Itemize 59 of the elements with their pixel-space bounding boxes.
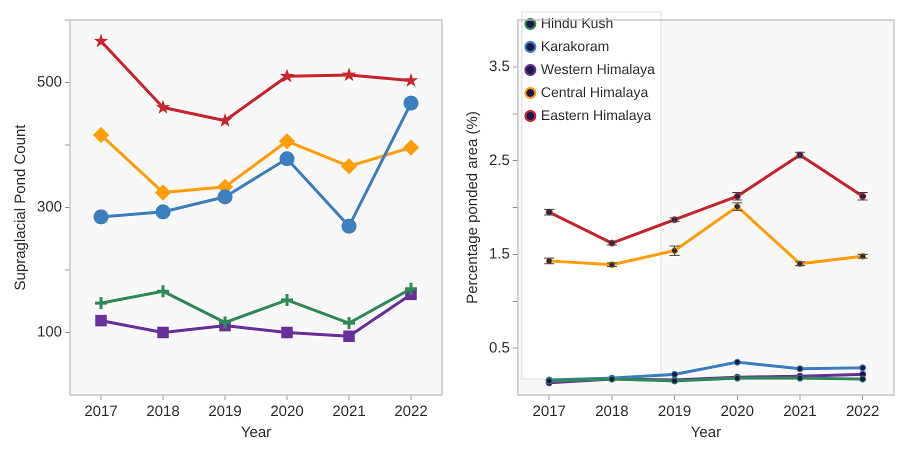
point bbox=[671, 370, 678, 378]
x-tick-label: 2017 bbox=[532, 403, 566, 420]
x-tick-label: 2019 bbox=[658, 403, 692, 420]
y-tick-label: 1.5 bbox=[488, 246, 510, 263]
point bbox=[342, 68, 356, 82]
point bbox=[95, 314, 107, 326]
point bbox=[156, 284, 171, 299]
point bbox=[156, 185, 171, 200]
x-tick-label: 2018 bbox=[595, 403, 629, 420]
legend-label: Western Himalaya bbox=[540, 60, 656, 77]
point bbox=[157, 326, 169, 338]
y-tick-label: 100 bbox=[36, 324, 62, 341]
point bbox=[404, 73, 418, 87]
point bbox=[404, 96, 418, 111]
x-axis-title: Year bbox=[690, 424, 722, 442]
x-tick-label: 2021 bbox=[783, 403, 817, 420]
point bbox=[342, 316, 357, 331]
point bbox=[280, 134, 295, 149]
point bbox=[280, 151, 295, 166]
y-tick-label: 300 bbox=[36, 198, 62, 216]
point bbox=[734, 358, 741, 366]
legend-label: Eastern Himalaya bbox=[540, 106, 652, 123]
legend-label: Central Himalaya bbox=[540, 84, 648, 100]
y-axis-title: Supraglacial Pond Count bbox=[12, 124, 30, 290]
point bbox=[280, 68, 294, 82]
point bbox=[404, 281, 418, 296]
point bbox=[342, 218, 357, 234]
point bbox=[859, 376, 866, 383]
point bbox=[281, 326, 293, 338]
legend-label: Hindu Kush bbox=[540, 14, 614, 31]
y-tick-label: 2.5 bbox=[488, 152, 510, 169]
point bbox=[94, 296, 109, 311]
point bbox=[218, 315, 233, 330]
point bbox=[342, 158, 357, 174]
point bbox=[156, 204, 171, 220]
y-tick-label: 0.5 bbox=[488, 339, 510, 356]
x-tick-label: 2018 bbox=[146, 403, 180, 420]
point bbox=[94, 34, 108, 48]
x-tick-label: 2020 bbox=[720, 403, 754, 420]
y-axis-title: Percentage ponded area (%) bbox=[464, 111, 482, 304]
point bbox=[796, 365, 804, 372]
point bbox=[94, 209, 109, 224]
x-tick-label: 2021 bbox=[332, 403, 366, 420]
point bbox=[859, 364, 866, 372]
x-axis-title: Year bbox=[240, 424, 272, 442]
y-tick-label: 3.5 bbox=[488, 58, 510, 76]
point bbox=[404, 140, 418, 155]
x-tick-label: 2022 bbox=[846, 403, 880, 420]
point bbox=[280, 292, 295, 308]
x-tick-label: 2019 bbox=[208, 403, 242, 420]
x-tick-label: 2020 bbox=[270, 403, 304, 420]
point bbox=[343, 330, 355, 342]
point bbox=[156, 100, 170, 114]
point bbox=[94, 128, 109, 142]
x-tick-label: 2022 bbox=[394, 403, 428, 420]
y-tick-label: 500 bbox=[36, 74, 62, 91]
legend-label: Karakoram bbox=[540, 38, 610, 54]
x-tick-label: 2017 bbox=[84, 403, 118, 420]
point bbox=[218, 189, 233, 204]
